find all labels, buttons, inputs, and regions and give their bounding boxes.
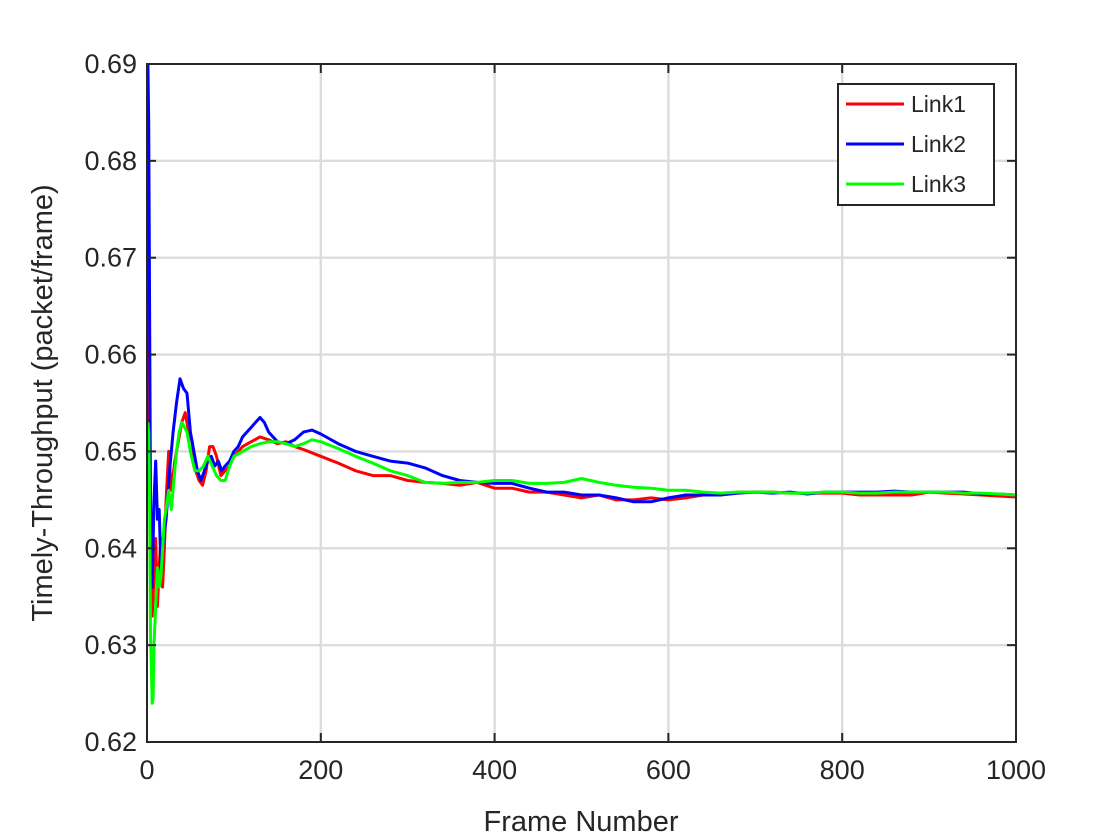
- x-tick-label: 600: [646, 755, 691, 785]
- x-axis-title: Frame Number: [484, 806, 679, 838]
- plot-frame: [146, 63, 1017, 743]
- y-tick-label: 0.69: [84, 49, 137, 79]
- x-tick-label: 400: [472, 755, 517, 785]
- grid-lines: [147, 64, 1016, 742]
- series-lines: [146, 63, 1017, 705]
- legend-label-link2: Link2: [911, 131, 966, 157]
- x-tick-label: 0: [139, 755, 154, 785]
- y-tick-label: 0.67: [84, 243, 137, 273]
- legend-label-link3: Link3: [911, 171, 966, 197]
- y-tick-label: 0.62: [84, 727, 137, 757]
- y-tick-label: 0.63: [84, 630, 137, 660]
- x-tick-label: 1000: [986, 755, 1046, 785]
- legend-label-link1: Link1: [911, 91, 966, 117]
- x-tick-label: 800: [820, 755, 865, 785]
- y-tick-label: 0.68: [84, 146, 137, 176]
- y-tick-label: 0.66: [84, 340, 137, 370]
- y-tick-label: 0.64: [84, 533, 137, 563]
- x-axis-tick-labels: 0 200 400 600 800 1000: [139, 755, 1046, 785]
- axis-ticks: [146, 63, 1017, 743]
- y-tick-label: 0.65: [84, 436, 137, 466]
- series-line-link3: [146, 420, 1017, 705]
- y-axis-title: Timely-Throughput (packet/frame): [27, 184, 59, 621]
- x-tick-label: 200: [298, 755, 343, 785]
- legend: Link1 Link2 Link3: [837, 83, 995, 206]
- y-axis-tick-labels: 0.62 0.63 0.64 0.65 0.66 0.67 0.68 0.69: [84, 49, 137, 757]
